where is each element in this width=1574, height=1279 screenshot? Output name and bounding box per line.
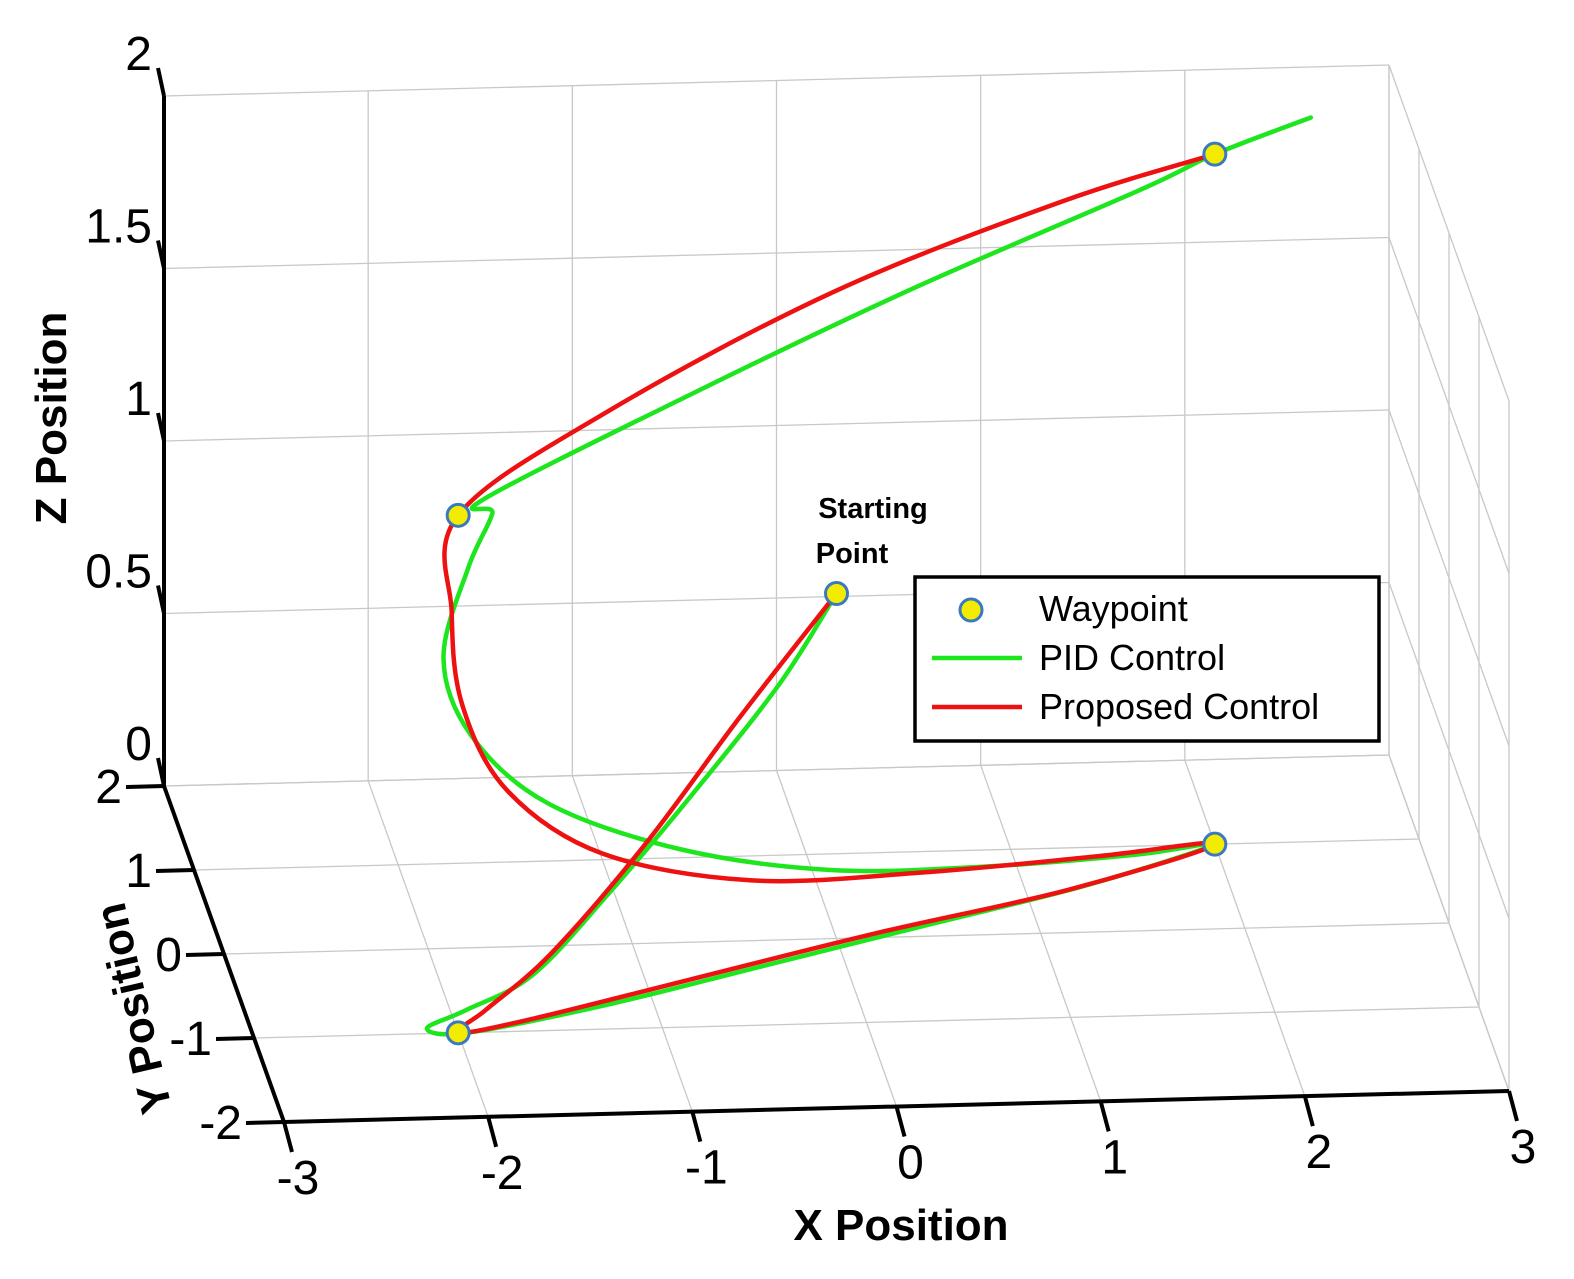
grid-floor-y [223, 922, 1450, 955]
y-tick-mark [155, 868, 195, 873]
x-tick-mark [1302, 1095, 1315, 1127]
waypoint-marker [1202, 831, 1228, 857]
y-tick-label: 2 [95, 761, 122, 814]
grid-back-z [163, 236, 1390, 270]
z-tick-label: 1.5 [85, 201, 152, 254]
grid-back-z [163, 64, 1390, 97]
x-tick-mark [894, 1105, 907, 1138]
y-tick-mark [215, 1036, 255, 1041]
grid-back-z [163, 754, 1390, 787]
proposed-trajectory-line [442, 151, 1218, 1036]
legend-label-proposed: Proposed Control [1039, 686, 1319, 727]
legend-label-pid: PID Control [1039, 637, 1225, 678]
z-tick-mark [156, 240, 166, 269]
grid-side-z [1388, 237, 1510, 574]
legend-label-waypoint: Waypoint [1039, 588, 1188, 629]
y-tick-label: -1 [169, 1013, 212, 1066]
y-tick-mark [185, 952, 225, 957]
x-tick-mark [486, 1116, 499, 1148]
x-tick-label: 1 [1101, 1131, 1128, 1184]
waypoint-marker [445, 1020, 471, 1046]
x-tick-mark [1507, 1090, 1519, 1122]
x-axis-title: X Position [793, 1201, 1008, 1250]
z-tick-label: 1 [125, 373, 152, 426]
x-tick-label: 0 [897, 1137, 924, 1190]
z-tick-mark [156, 67, 166, 97]
waypoint-marker [824, 581, 849, 606]
x-tick-label: 3 [1510, 1121, 1537, 1174]
y-tick-label: 0 [155, 929, 182, 982]
grid-side-z [1388, 582, 1510, 919]
z-tick-mark [156, 412, 166, 442]
x-tick-mark [282, 1121, 294, 1153]
series-layer [424, 115, 1314, 1037]
legend: Waypoint PID Control Proposed Control [913, 575, 1381, 743]
x-tick-mark [1098, 1100, 1111, 1132]
z-tick-mark [156, 585, 166, 614]
grid-back-z [163, 409, 1390, 442]
waypoint-marker [445, 502, 471, 528]
start-annotation-line1: Starting [818, 493, 928, 525]
z-tick-mark [156, 757, 166, 787]
y-tick-label: 1 [125, 845, 152, 898]
y-tick-mark [125, 784, 165, 789]
z-axis-title: Z Position [27, 312, 76, 525]
x-tick-label: -3 [277, 1152, 320, 1205]
grid-side-z [1388, 409, 1510, 747]
z-tick-label: 2 [125, 28, 152, 81]
grid-side-z [1388, 754, 1510, 1092]
start-annotation-line2: Point [816, 538, 889, 570]
x-tick-label: -2 [481, 1147, 524, 1200]
x-tick-label: -1 [685, 1142, 728, 1195]
y-tick-mark [245, 1120, 285, 1125]
waypoint-marker [1202, 141, 1228, 167]
z-tick-label: 0 [125, 718, 152, 771]
x-tick-mark [690, 1111, 703, 1143]
grid-floor-y [193, 838, 1420, 871]
y-tick-label: -2 [199, 1097, 242, 1150]
legend-waypoint-marker [958, 597, 984, 623]
grid-side-z [1388, 64, 1510, 402]
waypoint-layer [445, 141, 1228, 1046]
z-tick-label: 0.5 [85, 546, 152, 599]
x-tick-label: 2 [1305, 1126, 1332, 1179]
